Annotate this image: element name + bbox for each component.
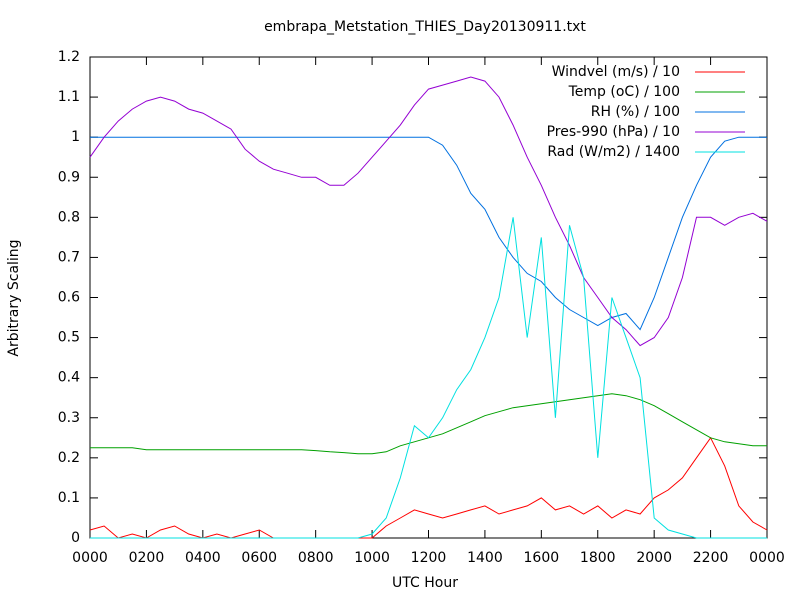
x-tick-label: 1400 [467, 550, 503, 566]
legend-label: Windvel (m/s) / 10 [552, 64, 680, 80]
legend-label: RH (%) / 100 [591, 104, 680, 120]
y-tick-label: 0.4 [58, 370, 80, 386]
y-tick-label: 0.2 [58, 450, 80, 466]
x-tick-label: 0600 [241, 550, 277, 566]
chart-title: embrapa_Metstation_THIES_Day20130911.txt [264, 19, 586, 35]
x-axis-label: UTC Hour [392, 575, 458, 591]
y-tick-label: 0.3 [58, 410, 80, 426]
y-tick-label: 0.1 [58, 490, 80, 506]
x-tick-label: 1000 [354, 550, 390, 566]
legend-label: Rad (W/m2) / 1400 [547, 144, 680, 160]
x-tick-label: 2000 [636, 550, 672, 566]
y-tick-label: 1.2 [58, 49, 80, 65]
series-line [90, 217, 767, 539]
y-tick-label: 0.9 [58, 169, 80, 185]
y-tick-label: 0.7 [58, 249, 80, 265]
series-line [89, 76, 768, 347]
y-tick-label: 0.6 [58, 290, 80, 306]
y-tick-label: 0 [71, 530, 80, 546]
x-tick-label: 0000 [72, 550, 108, 566]
x-tick-label: 1800 [580, 550, 616, 566]
y-tick-label: 0.5 [58, 330, 80, 346]
legend-label: Pres-990 (hPa) / 10 [547, 124, 680, 140]
y-tick-label: 0.8 [58, 209, 80, 225]
x-tick-label: 0800 [298, 550, 334, 566]
x-tick-label: 1600 [524, 550, 560, 566]
x-tick-label: 0000 [749, 550, 785, 566]
x-tick-label: 1200 [411, 550, 447, 566]
y-axis-label: Arbitrary Scaling [6, 239, 22, 356]
x-tick-label: 0200 [129, 550, 165, 566]
y-tick-label: 1.1 [58, 89, 80, 105]
legend-label: Temp (oC) / 100 [568, 84, 680, 100]
x-tick-label: 2200 [693, 550, 729, 566]
y-tick-label: 1 [71, 129, 80, 145]
x-tick-label: 0400 [185, 550, 221, 566]
series-line [90, 136, 767, 331]
